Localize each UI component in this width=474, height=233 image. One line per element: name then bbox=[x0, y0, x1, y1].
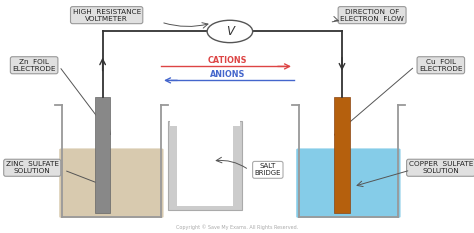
Text: ANIONS: ANIONS bbox=[210, 70, 245, 79]
Text: CATIONS: CATIONS bbox=[208, 56, 247, 65]
Text: Copyright © Save My Exams. All Rights Reserved.: Copyright © Save My Exams. All Rights Re… bbox=[176, 224, 298, 230]
Text: Cu  FOIL
ELECTRODE: Cu FOIL ELECTRODE bbox=[419, 59, 463, 72]
Text: COPPER  SULFATE
SOLUTION: COPPER SULFATE SOLUTION bbox=[409, 161, 473, 174]
Text: HIGH  RESISTANCE
VOLTMETER: HIGH RESISTANCE VOLTMETER bbox=[73, 9, 141, 22]
FancyBboxPatch shape bbox=[59, 148, 164, 218]
Circle shape bbox=[207, 20, 253, 43]
Bar bbox=[170, 118, 240, 126]
FancyBboxPatch shape bbox=[296, 148, 401, 218]
Text: SALT
BRIDGE: SALT BRIDGE bbox=[255, 163, 281, 176]
Bar bbox=[177, 121, 233, 206]
Bar bbox=[95, 97, 110, 213]
Text: DIRECTION  OF
ELECTRON  FLOW: DIRECTION OF ELECTRON FLOW bbox=[340, 9, 404, 22]
Bar bbox=[334, 97, 350, 213]
Bar bbox=[168, 121, 242, 210]
Text: ZINC  SULFATE
SOLUTION: ZINC SULFATE SOLUTION bbox=[6, 161, 59, 174]
Text: Zn  FOIL
ELECTRODE: Zn FOIL ELECTRODE bbox=[12, 59, 56, 72]
Text: V: V bbox=[226, 25, 234, 38]
